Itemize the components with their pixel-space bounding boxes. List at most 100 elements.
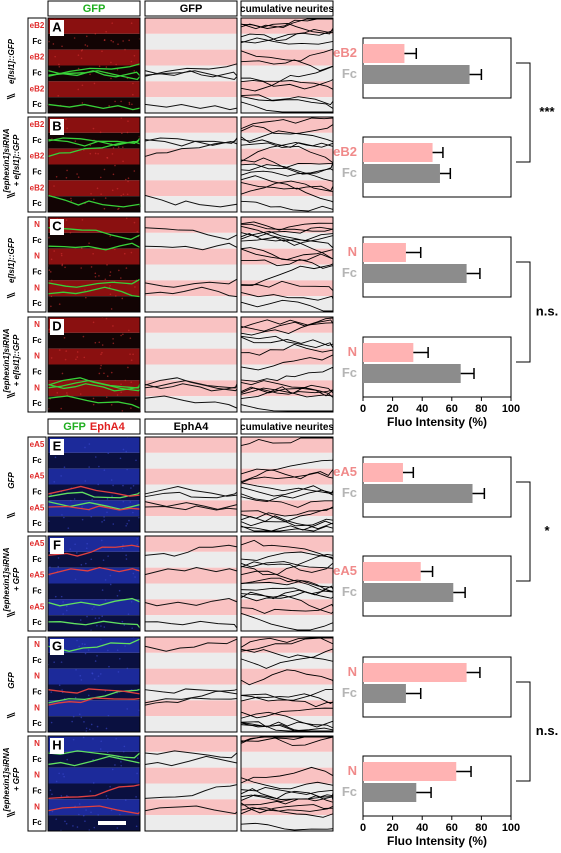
axon: [47, 688, 141, 695]
neurite-trace: [240, 387, 334, 395]
speckle: [61, 263, 64, 266]
stripe-label: Fc: [32, 136, 42, 145]
speckle: [76, 826, 79, 828]
neurite-trace: [240, 79, 334, 90]
speckle: [66, 127, 69, 130]
speckle: [79, 393, 82, 395]
speckle: [80, 267, 82, 269]
speckle: [90, 558, 93, 561]
error-bar: [439, 168, 452, 179]
speckle: [61, 372, 64, 375]
speckle: [123, 252, 126, 255]
image-stripe: [48, 317, 140, 333]
speckle: [100, 539, 103, 542]
image-stripe: [145, 180, 237, 197]
error-bar: [405, 688, 422, 699]
speckle: [57, 565, 60, 568]
speckle: [86, 542, 89, 545]
image-stripe: [48, 684, 140, 701]
speckle: [100, 193, 102, 195]
speckle: [65, 118, 67, 121]
axon: [47, 805, 141, 815]
speckle: [106, 156, 108, 159]
speckle: [58, 63, 60, 66]
bar: [363, 343, 414, 362]
speckle: [125, 450, 128, 453]
image-stripe: [48, 180, 140, 197]
error-bar: [416, 787, 432, 798]
stripe-label: Fc: [32, 399, 42, 408]
speckle: [119, 813, 121, 816]
speckle: [120, 383, 122, 386]
speckle: [98, 65, 101, 68]
image-stripe: [241, 264, 333, 281]
speckle: [85, 562, 87, 565]
speckle: [77, 67, 80, 70]
image-stripe: [241, 332, 333, 349]
speckle: [128, 329, 130, 332]
neurite-trace: [240, 291, 334, 301]
speckle: [120, 391, 122, 394]
speckle: [112, 325, 114, 327]
axon: [144, 485, 238, 497]
condition: e[Isl1]::GFP: [7, 38, 16, 84]
neurite-trace: [240, 637, 333, 648]
speckle: [80, 679, 83, 681]
speckle: [136, 538, 138, 540]
speckle: [61, 689, 63, 691]
speckle: [130, 359, 133, 361]
header-label: GFP EphA4: [63, 421, 125, 433]
category-label: N: [348, 244, 357, 259]
image-stripe: [145, 296, 237, 312]
image-stripe: [145, 97, 237, 113]
neurite-trace: [240, 593, 334, 614]
neurite-trace: [240, 721, 334, 729]
speckle: [136, 757, 139, 759]
axon: [47, 566, 141, 576]
speckle: [100, 740, 103, 743]
speckle: [128, 103, 131, 106]
speckle: [92, 321, 95, 324]
speckle: [89, 73, 91, 76]
speckle: [107, 452, 110, 454]
speckle: [134, 286, 136, 288]
significance-label: ***: [539, 104, 555, 119]
speckle: [93, 198, 95, 201]
neurite-trace: [240, 507, 334, 527]
speckle: [75, 669, 77, 671]
header-box: [144, 418, 238, 435]
image-stripe: [48, 117, 140, 133]
condition: [ephexin1]siRNA + GFP: [2, 747, 21, 812]
error-bar: [456, 766, 472, 777]
header-label: GFP: [83, 3, 106, 15]
image-stripe: [241, 248, 333, 265]
neurite-trace: [240, 802, 334, 814]
stripe-label: eA5: [30, 602, 45, 611]
speckle: [111, 153, 114, 155]
speckle: [81, 84, 84, 87]
speckle: [132, 353, 134, 356]
neurite-trace: [240, 101, 333, 113]
neurite-trace: [240, 247, 334, 261]
image-frame: [47, 636, 141, 733]
condition-label: e[Isl1]::GFP: [7, 237, 16, 283]
speckle: [99, 131, 102, 134]
image-frame: [47, 316, 141, 413]
neurite-trace: [240, 221, 334, 231]
x-tick-label: 40: [416, 822, 428, 834]
speckle: [98, 617, 100, 619]
image-stripe: [145, 783, 237, 800]
stripe-label: Fc: [32, 656, 42, 665]
speckle: [63, 466, 66, 468]
stripe-label: eA5: [30, 539, 45, 548]
image-frame: [47, 735, 141, 832]
image-stripe: [48, 437, 140, 453]
image-frame: [240, 17, 334, 114]
image-stripe: [241, 536, 333, 552]
image-stripe: [241, 716, 333, 732]
condition: [ephexin1]siRNA + e[Isl1]::GFP: [2, 128, 21, 193]
stripe-label: eB2: [30, 152, 45, 161]
neurite-trace: [240, 525, 334, 532]
stripe-label: N: [34, 703, 40, 712]
speckle: [116, 649, 119, 652]
